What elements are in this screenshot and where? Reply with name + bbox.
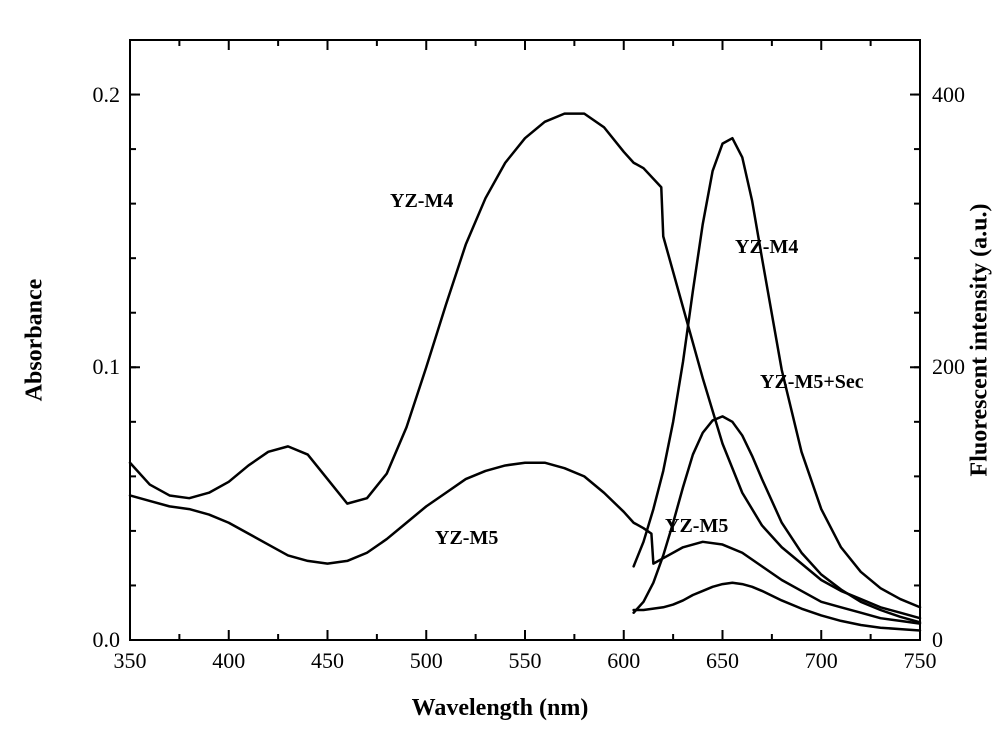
y-left-tick-label: 0.2	[93, 82, 121, 108]
series-label: YZ-M5	[435, 527, 498, 550]
chart-svg	[0, 0, 1000, 739]
y-right-tick-label: 0	[932, 627, 943, 653]
x-tick-label: 500	[410, 648, 443, 674]
x-tick-label: 400	[212, 648, 245, 674]
y-right-axis-label: Fluorescent intensity (a.u.)	[967, 204, 994, 477]
series-label: YZ-M4	[390, 190, 453, 213]
x-tick-label: 550	[509, 648, 542, 674]
y-left-axis-label: Absorbance	[22, 279, 49, 402]
series-label: YZ-M4	[735, 236, 798, 259]
x-tick-label: 650	[706, 648, 739, 674]
x-tick-label: 600	[607, 648, 640, 674]
x-tick-label: 700	[805, 648, 838, 674]
y-right-tick-label: 400	[932, 82, 965, 108]
series-label: YZ-M5	[665, 515, 728, 538]
y-left-tick-label: 0.1	[93, 354, 121, 380]
spectra-chart: Absorbance Fluorescent intensity (a.u.) …	[0, 0, 1000, 739]
y-left-tick-label: 0.0	[93, 627, 121, 653]
series-label: YZ-M5+Sec	[760, 371, 864, 394]
x-axis-label: Wavelength (nm)	[412, 695, 589, 722]
y-right-tick-label: 200	[932, 354, 965, 380]
x-tick-label: 450	[311, 648, 344, 674]
